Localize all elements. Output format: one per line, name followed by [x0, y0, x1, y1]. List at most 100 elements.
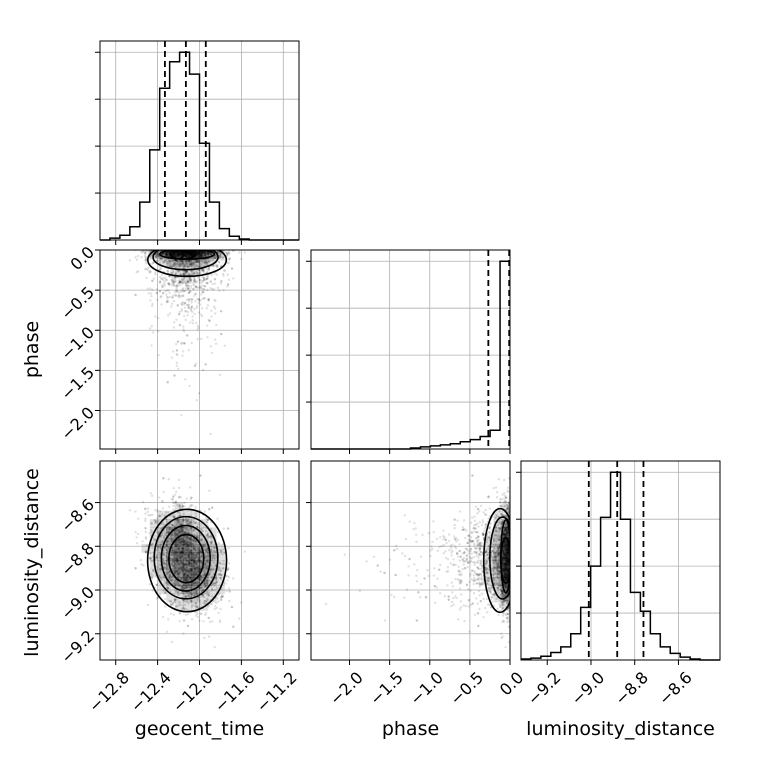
sample-point	[185, 255, 188, 258]
sample-point	[182, 632, 185, 635]
sample-point	[174, 253, 178, 256]
sample-point	[179, 256, 183, 259]
sample-point	[200, 250, 204, 253]
sample-point	[161, 253, 164, 256]
sample-point	[155, 253, 158, 256]
sample-point	[190, 251, 194, 255]
sample-point	[173, 253, 176, 257]
sample-point	[161, 260, 164, 263]
sample-point	[191, 251, 194, 255]
sample-point	[201, 268, 205, 271]
sample-point	[199, 251, 202, 255]
sample-point	[169, 270, 173, 274]
sample-point	[178, 279, 182, 282]
sample-point	[200, 287, 203, 290]
sample-point	[187, 251, 191, 254]
sample-point	[158, 280, 162, 283]
sample-point	[190, 252, 193, 256]
sample-point	[183, 250, 186, 253]
sample-point	[190, 278, 193, 282]
sample-point	[185, 260, 188, 263]
sample-point	[186, 537, 189, 540]
sample-point	[171, 253, 175, 256]
sample-point	[186, 253, 189, 256]
sample-point	[189, 251, 192, 255]
sample-point	[181, 599, 185, 602]
sample-point	[185, 251, 188, 254]
sample-point	[179, 558, 182, 561]
sample-point	[176, 304, 179, 307]
sample-point	[200, 252, 204, 255]
sample-point	[184, 250, 188, 253]
sample-point	[178, 265, 182, 268]
sample-point	[176, 284, 180, 288]
sample-point	[184, 250, 187, 254]
sample-point	[205, 277, 209, 280]
sample-point	[181, 254, 184, 258]
sample-point	[190, 263, 193, 267]
sample-point	[187, 253, 190, 256]
sample-point	[181, 260, 184, 263]
sample-point	[190, 284, 193, 287]
sample-point	[188, 272, 191, 276]
sample-point	[183, 255, 187, 258]
sample-point	[174, 250, 178, 254]
sample-point	[154, 255, 157, 259]
sample-point	[201, 251, 204, 254]
sample-point	[166, 252, 169, 255]
sample-point	[196, 250, 199, 254]
sample-point	[178, 253, 182, 256]
sample-point	[149, 287, 152, 290]
sample-point	[192, 260, 195, 264]
sample-point	[181, 251, 185, 255]
sample-point	[166, 269, 169, 273]
sample-point	[176, 304, 179, 307]
sample-point	[196, 254, 199, 258]
sample-point	[182, 250, 185, 254]
sample-point	[197, 551, 200, 554]
sample-point	[186, 251, 189, 255]
sample-point	[202, 254, 205, 258]
sample-point	[181, 255, 184, 258]
sample-point	[183, 255, 186, 259]
sample-point	[208, 620, 212, 624]
sample-point	[165, 259, 168, 263]
sample-point	[149, 492, 152, 495]
sample-point	[167, 538, 170, 541]
sample-point	[181, 252, 184, 255]
sample-point	[180, 250, 184, 254]
sample-point	[161, 252, 164, 256]
sample-point	[164, 251, 167, 255]
sample-point	[154, 315, 157, 318]
sample-point	[182, 273, 185, 276]
sample-point	[161, 507, 165, 510]
sample-point	[159, 296, 162, 299]
sample-point	[190, 251, 193, 254]
sample-point	[193, 364, 197, 367]
sample-point	[179, 259, 182, 262]
sample-point	[183, 578, 187, 581]
sample-point	[172, 551, 176, 555]
sample-point	[193, 307, 196, 311]
sample-point	[178, 250, 181, 253]
sample-point	[187, 306, 190, 309]
sample-point	[197, 311, 201, 314]
sample-point	[185, 564, 189, 567]
sample-point	[208, 319, 211, 323]
sample-point	[185, 251, 188, 254]
sample-point	[194, 544, 198, 548]
sample-point	[188, 254, 191, 258]
sample-point	[196, 250, 199, 253]
sample-point	[196, 251, 199, 254]
sample-point	[166, 296, 169, 299]
sample-point	[196, 253, 199, 257]
sample-point	[167, 618, 170, 621]
sample-point	[196, 252, 200, 256]
sample-point	[189, 264, 192, 267]
sample-point	[226, 579, 229, 582]
sample-point	[209, 259, 212, 262]
density-cell	[199, 250, 209, 259]
sample-point	[193, 277, 196, 281]
sample-point	[190, 252, 193, 256]
sample-point	[174, 252, 177, 255]
